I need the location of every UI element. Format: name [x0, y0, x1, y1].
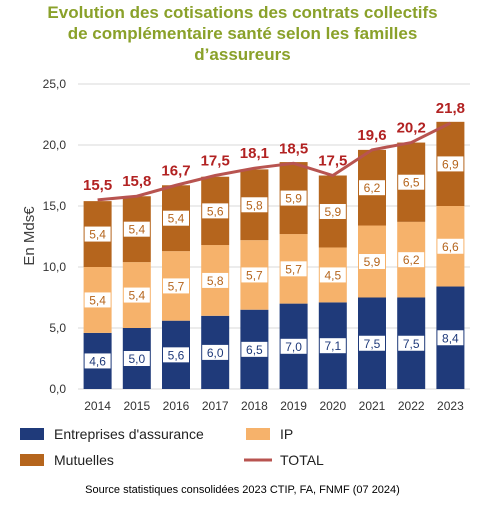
legend-label: Mutuelles	[54, 452, 114, 468]
x-tick-label: 2022	[398, 399, 425, 413]
data-label-box	[84, 292, 111, 308]
total-label: 17,5	[201, 153, 230, 170]
data-label: 6,5	[403, 176, 420, 190]
data-label: 4,6	[89, 354, 106, 368]
data-label: 6,0	[207, 346, 224, 360]
total-label: 15,8	[122, 173, 151, 190]
total-label: 19,6	[357, 127, 386, 144]
data-label: 4,5	[324, 268, 341, 282]
data-label: 7,5	[403, 337, 420, 351]
data-label-box	[163, 347, 189, 363]
data-label-box	[319, 267, 346, 283]
data-label-box	[319, 203, 346, 219]
legend-label: IP	[280, 426, 293, 442]
data-label: 5,9	[364, 255, 381, 269]
data-label: 5,6	[168, 348, 185, 362]
total-label: 15,5	[83, 177, 112, 194]
data-label: 8,4	[442, 331, 459, 345]
data-label: 5,6	[207, 204, 224, 218]
x-tick-label: 2020	[319, 399, 346, 413]
data-label: 5,8	[246, 198, 263, 212]
data-label-box	[163, 278, 189, 294]
data-label: 7,5	[364, 337, 381, 351]
data-label: 5,4	[89, 228, 106, 242]
x-tick-label: 2021	[359, 399, 386, 413]
data-label: 6,2	[364, 181, 381, 195]
data-label-box	[202, 203, 229, 219]
chart-title: Evolution des cotisations des contrats c…	[47, 3, 438, 64]
data-label-box	[359, 254, 385, 270]
data-label-box	[241, 267, 268, 283]
data-label: 5,0	[128, 352, 145, 366]
data-label: 5,7	[285, 262, 302, 276]
legend-swatch	[246, 428, 270, 440]
data-label-box	[437, 156, 464, 172]
legend-swatch	[20, 454, 44, 466]
data-label: 6,5	[246, 343, 263, 357]
data-label-box	[359, 335, 385, 351]
data-label: 5,9	[324, 205, 341, 219]
total-label: 20,2	[397, 120, 426, 137]
y-tick-label: 0,0	[49, 382, 66, 396]
data-label: 7,1	[324, 339, 341, 353]
data-label: 5,4	[168, 212, 185, 226]
data-label-box	[123, 287, 150, 303]
data-label-box	[280, 261, 307, 277]
x-tick-label: 2017	[202, 399, 229, 413]
legend-swatch	[20, 428, 44, 440]
data-label: 7,0	[285, 340, 302, 354]
data-label: 6,9	[442, 157, 459, 171]
data-label-box	[163, 210, 189, 226]
data-label-box	[241, 197, 268, 213]
total-label: 18,1	[240, 145, 269, 162]
data-label-box	[398, 252, 425, 268]
y-axis-label: En Mds€	[21, 206, 38, 266]
legend-label: TOTAL	[280, 452, 324, 468]
data-label-box	[123, 221, 150, 237]
total-label: 17,5	[318, 153, 347, 170]
total-label: 21,8	[436, 100, 465, 117]
data-label-box	[202, 272, 229, 288]
total-label: 16,7	[161, 162, 190, 179]
data-label-box	[319, 338, 346, 354]
y-tick-label: 20,0	[43, 138, 67, 152]
data-label: 5,4	[128, 223, 145, 237]
y-tick-label: 15,0	[43, 199, 67, 213]
data-label: 5,9	[285, 192, 302, 206]
y-tick-label: 25,0	[43, 77, 67, 91]
x-tick-label: 2019	[280, 399, 307, 413]
data-label-box	[202, 344, 229, 360]
y-tick-label: 10,0	[43, 260, 67, 274]
data-label-box	[84, 353, 111, 369]
source-note: Source statistiques consolidées 2023 CTI…	[85, 484, 400, 496]
data-label: 5,8	[207, 274, 224, 288]
x-tick-label: 2018	[241, 399, 268, 413]
total-label: 18,5	[279, 140, 308, 157]
data-label-box	[123, 351, 150, 366]
data-label: 5,7	[246, 268, 263, 282]
data-label: 5,4	[128, 289, 145, 303]
data-label-box	[359, 180, 385, 196]
x-tick-label: 2015	[123, 399, 150, 413]
legend-label: Entreprises d'assurance	[54, 426, 204, 442]
data-label-box	[280, 190, 307, 206]
data-label: 5,4	[89, 293, 106, 307]
data-label-box	[437, 330, 464, 346]
x-tick-label: 2014	[84, 399, 111, 413]
data-label-box	[241, 341, 268, 357]
y-tick-label: 5,0	[49, 321, 66, 335]
x-tick-label: 2023	[437, 399, 464, 413]
data-label: 6,2	[403, 253, 420, 267]
x-tick-label: 2016	[163, 399, 190, 413]
data-label: 6,6	[442, 240, 459, 254]
data-label-box	[84, 226, 111, 242]
data-label-box	[280, 338, 307, 354]
data-label-box	[437, 238, 464, 254]
data-label-box	[398, 335, 425, 351]
data-label: 5,7	[168, 279, 185, 293]
data-label-box	[398, 174, 425, 190]
total-line	[97, 121, 452, 202]
